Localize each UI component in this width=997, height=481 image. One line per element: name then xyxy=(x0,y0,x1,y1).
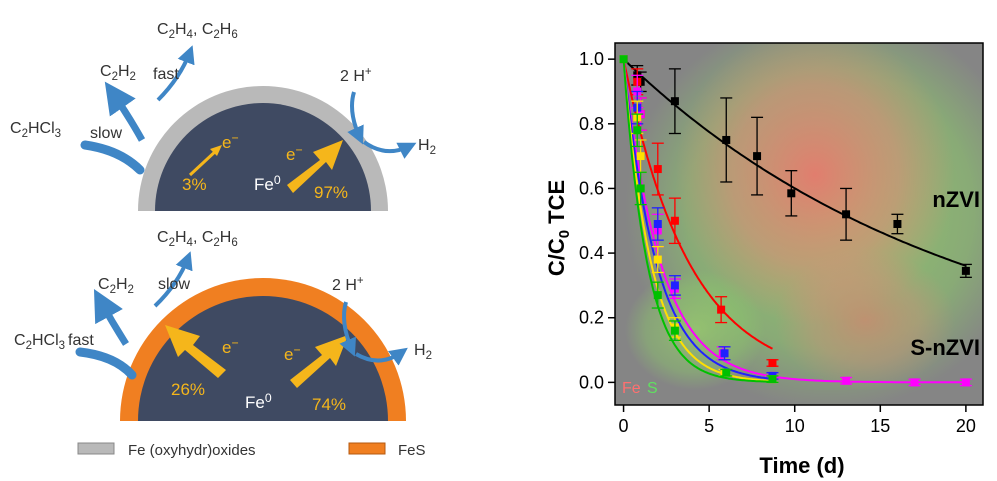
intermediate-label: C2​H2​ xyxy=(100,63,136,83)
flow-arrow-proton xyxy=(347,91,364,145)
flow-arrow-hydrogen xyxy=(354,347,408,366)
legend-label-fes: FeS xyxy=(398,442,426,459)
flow-arrow-intermediate xyxy=(93,288,129,346)
proton-label: 2 H+​ xyxy=(332,275,364,294)
data-point xyxy=(653,165,662,174)
x-tick-label: 20 xyxy=(956,416,976,436)
flow-arrow-products xyxy=(156,45,195,102)
overlay-label-fe: Fe xyxy=(622,380,641,397)
reactant-label: C2​HCl3​ xyxy=(10,120,61,140)
data-point xyxy=(670,281,679,290)
intermediate-label: C2​H2​ xyxy=(98,276,134,296)
pct-left: 26% xyxy=(171,380,205,399)
x-tick-label: 0 xyxy=(619,416,629,436)
data-point xyxy=(842,210,851,219)
flow-arrow-products xyxy=(153,251,193,308)
pct-left: 3% xyxy=(182,175,207,194)
data-point xyxy=(670,97,679,106)
y-tick-label: 0.4 xyxy=(579,243,604,263)
plot-area xyxy=(619,55,972,387)
x-tick-label: 5 xyxy=(704,416,714,436)
series-label-snzvi: S-nZVI xyxy=(910,335,980,360)
data-point xyxy=(653,220,662,228)
electron-arrow-small-head xyxy=(210,145,222,156)
x-tick-label: 15 xyxy=(870,416,890,436)
proton-label: 2 H+​ xyxy=(340,66,372,85)
flow-arrow-proton xyxy=(339,301,357,357)
flow-arrow-reactant xyxy=(80,140,145,175)
hydrogen-label: H2​ xyxy=(414,342,432,362)
data-point xyxy=(670,216,679,225)
data-point xyxy=(768,358,777,367)
particle-oxide-shell: e−​ e−​ 3% 97% Fe0​ C2​HCl3​ slow C2​H2​… xyxy=(10,21,436,211)
products-label: C2​H4​, C2​H6​ xyxy=(157,229,238,249)
electron-arrow-right xyxy=(290,335,348,388)
data-point xyxy=(717,305,726,314)
electron-arrow-large xyxy=(287,140,343,193)
data-point xyxy=(961,378,970,387)
x-tick-label: 10 xyxy=(785,416,805,436)
data-point xyxy=(636,184,645,193)
data-point xyxy=(653,291,662,300)
data-point xyxy=(722,368,731,377)
data-point xyxy=(753,152,762,161)
electron-arrow-small xyxy=(188,147,220,177)
reactant-label: C2​HCl3​ xyxy=(14,332,65,352)
flow-arrow-reactant xyxy=(75,347,137,380)
products-label: C2​H4​, C2​H6​ xyxy=(157,21,238,41)
x-axis-label: Time (d) xyxy=(759,453,844,478)
step1-rate-label: fast xyxy=(68,332,94,349)
data-point xyxy=(893,220,902,228)
hydrogen-label: H2​ xyxy=(418,137,436,157)
y-tick-label: 1.0 xyxy=(579,49,604,69)
fit-curve xyxy=(622,58,967,267)
data-point xyxy=(720,349,729,358)
plot-frame xyxy=(614,42,984,406)
flow-arrow-hydrogen xyxy=(362,140,417,159)
data-point xyxy=(619,55,628,64)
y-tick-label: 0.8 xyxy=(579,114,604,134)
data-point xyxy=(633,126,642,135)
fit-curve xyxy=(622,59,773,382)
step2-rate-label: slow xyxy=(158,276,190,293)
overlay-label-s: S xyxy=(647,380,658,397)
y-tick-label: 0.6 xyxy=(579,178,604,198)
flow-arrow-intermediate xyxy=(104,81,146,142)
y-tick-label: 0.2 xyxy=(579,308,604,328)
electron-arrow-left xyxy=(165,325,226,378)
fit-curve xyxy=(622,59,773,383)
y-axis-label: C/C0 TCE xyxy=(544,180,573,276)
data-point xyxy=(670,326,679,335)
data-point xyxy=(653,255,662,264)
kinetics-chart: 0 5 10 15 20 0.0 0.2 0.4 0.6 0.8 1.0 C/C0 TCE Time… xyxy=(544,42,984,478)
legend: Fe (oxyhydr)oxides FeS xyxy=(77,442,426,459)
legend-label-oxide: Fe (oxyhydr)oxides xyxy=(128,442,256,459)
fe0-core xyxy=(155,103,371,211)
legend-swatch-fes xyxy=(348,442,386,455)
y-tick-label: 0.0 xyxy=(579,372,604,392)
fit-curve xyxy=(622,59,773,350)
data-point xyxy=(768,375,777,384)
fit-curve xyxy=(622,59,966,384)
legend-swatch-oxide xyxy=(77,442,115,455)
series-5 xyxy=(619,55,779,384)
series-3 xyxy=(619,55,779,380)
data-point xyxy=(961,266,970,275)
series-label-nzvi: nZVI xyxy=(932,187,980,212)
pct-right: 74% xyxy=(312,395,346,414)
axes: 0 5 10 15 20 0.0 0.2 0.4 0.6 0.8 1.0 xyxy=(579,49,976,436)
data-point xyxy=(910,378,919,387)
reaction-schematic: e−​ e−​ 3% 97% Fe0​ C2​HCl3​ slow C2​H2​… xyxy=(10,21,436,459)
fit-curve xyxy=(622,59,773,380)
step1-rate-label: slow xyxy=(90,125,122,142)
particle-fes-shell: e−​ e−​ 26% 74% Fe0​ C2​HCl3​ fast C2​H2… xyxy=(14,229,432,421)
fe0-core xyxy=(138,296,388,421)
step2-rate-label: fast xyxy=(153,66,179,83)
data-point xyxy=(787,189,796,198)
data-point xyxy=(636,152,645,161)
pct-right: 97% xyxy=(314,183,348,202)
data-point xyxy=(722,135,731,144)
data-point xyxy=(842,376,851,385)
